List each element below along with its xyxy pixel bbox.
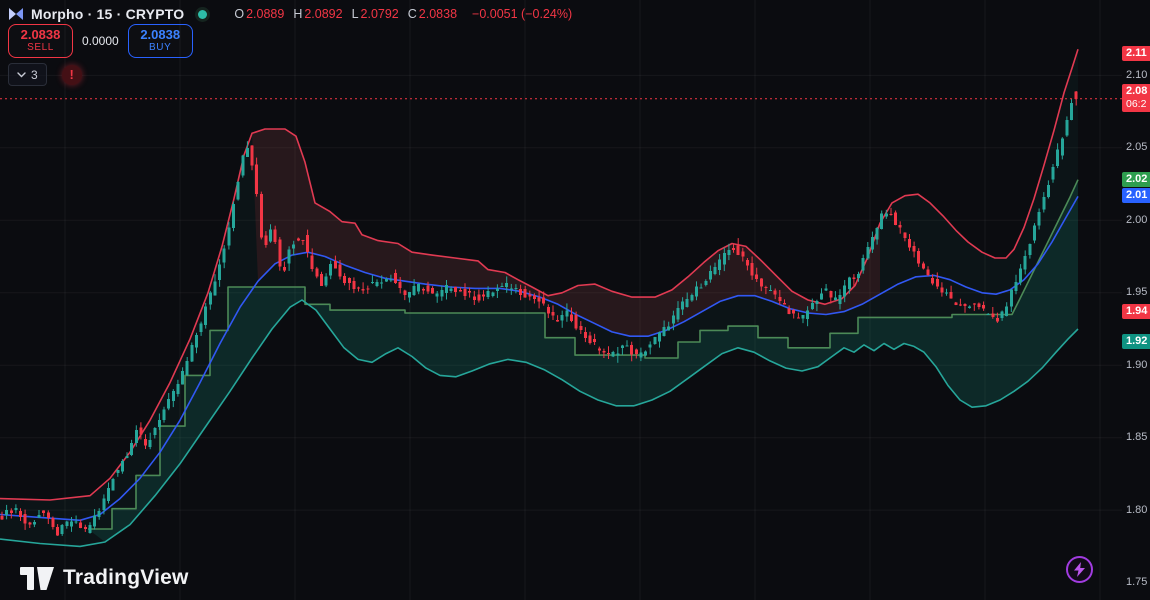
price-tick: 2.00 [1126,213,1148,226]
low-value: 2.0792 [360,7,399,21]
high-label: H [293,7,303,21]
trade-panel: 2.0838 SELL 0.0000 2.0838 BUY [8,24,193,58]
buy-button[interactable]: 2.0838 BUY [127,24,193,58]
price-tick: 1.95 [1126,286,1148,299]
price-tick: 1.90 [1126,358,1148,371]
price-tick: 2.10 [1126,68,1148,81]
tradingview-wordmark: TradingView [63,566,189,589]
chart-tools-row: 3 ! [8,63,82,86]
price-tick: 2.05 [1126,141,1148,154]
sell-label: SELL [27,42,54,53]
candle-count-dropdown[interactable]: 3 [8,63,47,86]
market-status-icon[interactable] [195,6,211,22]
open-label: O [234,7,245,21]
price-tick: 1.80 [1126,503,1148,516]
symbol-title[interactable]: Morpho · 15 · CRYPTO [31,6,185,22]
close-value: 2.0838 [418,7,458,21]
tradingview-glyph-icon [20,566,54,590]
ohlc-values: O 2.0889 H 2.0892 L 2.0792 C 2.0838 [227,7,457,21]
alert-icon[interactable]: ! [61,64,82,85]
morpho-logo-icon [8,7,24,21]
close-label: C [407,7,417,21]
price-axis[interactable]: 2.10 2.05 2.00 1.95 1.90 1.85 1.80 1.75 2.11 2.08… [1122,0,1150,600]
tradingview-logo[interactable]: TradingView [20,566,189,590]
buy-label: BUY [149,42,172,53]
price-tick: 1.85 [1126,431,1148,444]
teal-level-badge: 1.92 [1122,334,1150,350]
chart-legend: Morpho · 15 · CRYPTO O 2.0889 H 2.0892 L… [8,5,572,23]
basis-line-value-badge: 2.01 [1122,188,1150,204]
chevron-down-icon [17,71,26,78]
price-change: −0.0051 (−0.24%) [472,7,573,21]
buy-price: 2.0838 [140,27,181,42]
high-value: 2.0892 [304,7,343,21]
open-value: 2.0889 [246,7,285,21]
sell-price: 2.0838 [20,27,61,42]
price-tick: 1.75 [1126,576,1148,589]
candle-count-value: 3 [31,67,38,82]
lightning-icon [1073,562,1086,577]
red-level-badge: 1.94 [1122,304,1150,320]
sell-button[interactable]: 2.0838 SELL [8,24,73,58]
spread-value: 0.0000 [82,34,119,48]
red-band-value-badge: 2.11 [1122,45,1150,61]
lightning-button[interactable] [1066,556,1093,583]
current-price-badge: 2.08 06:2 [1122,83,1150,112]
low-label: L [351,7,359,21]
green-band-value-badge: 2.02 [1122,171,1150,187]
